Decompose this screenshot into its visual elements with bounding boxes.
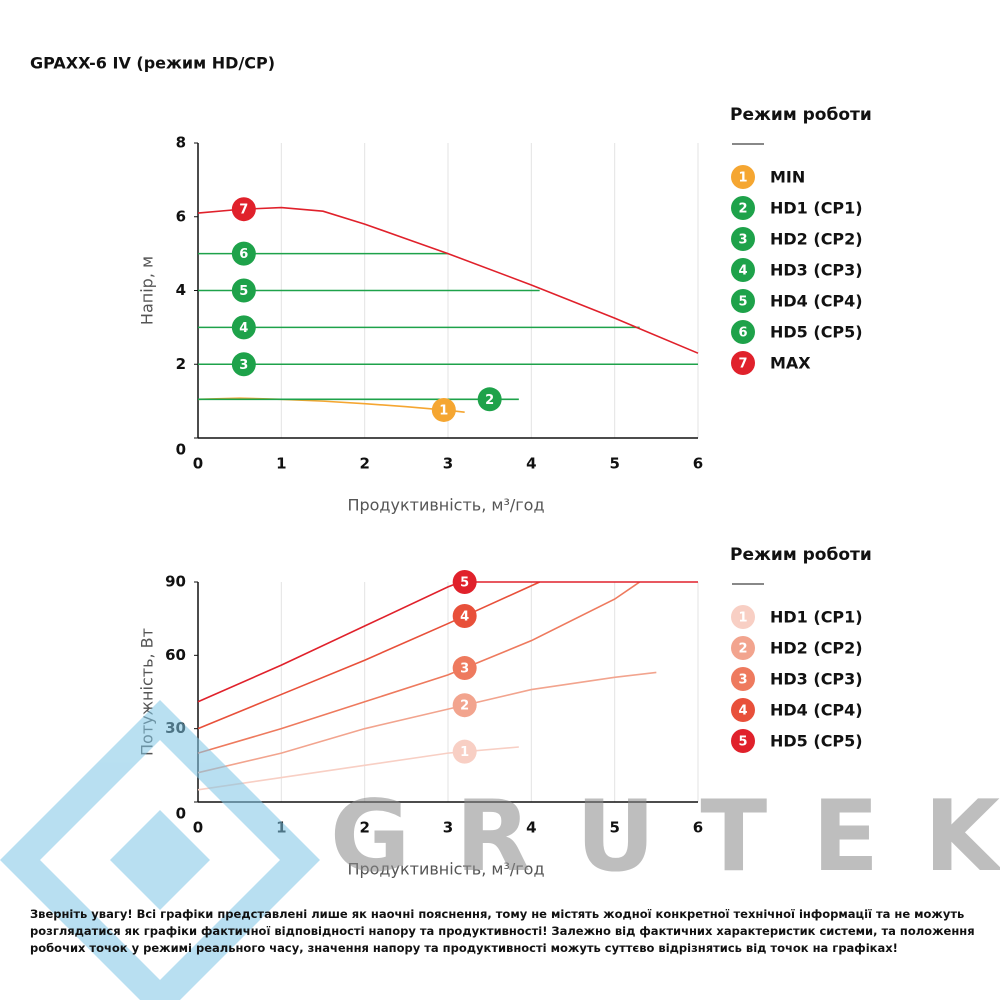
x-tick-label: 3 (443, 819, 453, 837)
legend-badge-circle (731, 351, 755, 375)
x-axis-label: Продуктивність, м³/год (347, 496, 544, 515)
line-badge-circle (452, 604, 477, 628)
x-tick-label: 0 (193, 819, 203, 837)
line-badge-circle (231, 352, 256, 377)
series-line (197, 671, 657, 774)
legend-badge-text: 6 (738, 326, 747, 341)
disclaimer: Зверніть увагу! Всі графіки представлені… (30, 907, 975, 955)
y-tick-label: 8 (176, 134, 186, 152)
line-badge-circle (231, 278, 256, 303)
line-badge-text: 5 (460, 576, 469, 591)
legend-label: HD1 (CP1) (770, 199, 863, 218)
legend-badge-circle (731, 258, 755, 282)
legend-label: HD4 (CP4) (770, 292, 863, 311)
line-badge-text: 6 (239, 247, 248, 262)
x-tick-label: 0 (193, 455, 203, 473)
line-badge-text: 4 (239, 321, 248, 336)
series-line (197, 206, 699, 354)
y-tick-label: 90 (165, 573, 186, 591)
legend-badge-text: 5 (738, 295, 747, 310)
y-axis-label: Напір, м (138, 256, 157, 325)
legend-badge-circle (731, 196, 755, 220)
legend-badge-text: 7 (738, 357, 747, 372)
x-tick-label: 2 (359, 455, 369, 473)
legend-badge-text: 3 (738, 673, 747, 688)
legend-badge-text: 1 (738, 611, 747, 626)
line-badge-circle (231, 241, 256, 266)
line-badge-circle (231, 197, 256, 222)
x-tick-label: 4 (526, 819, 536, 837)
legend-badge-circle (731, 165, 755, 189)
x-tick-label: 4 (526, 455, 536, 473)
line-badge-circle (452, 570, 477, 594)
line-badge-circle (452, 693, 477, 718)
y-tick-label: 6 (176, 207, 186, 225)
legend-badge-circle (731, 636, 755, 660)
line-badge-text: 1 (439, 403, 448, 418)
x-tick-label: 1 (276, 455, 286, 473)
legend-badge-circle (731, 227, 755, 251)
legend-label: HD5 (CP5) (770, 323, 863, 342)
x-tick-label: 6 (693, 455, 703, 473)
x-tick-label: 3 (443, 455, 453, 473)
line-badge-circle (431, 397, 456, 422)
series-line (197, 397, 465, 413)
legend-label: HD5 (CP5) (770, 732, 863, 751)
legend-title: Режим роботи (730, 545, 872, 565)
y-tick-label: 0 (176, 441, 186, 459)
legend-label: MIN (770, 168, 805, 187)
legend-badge-circle (731, 605, 755, 629)
x-axis-label: Продуктивність, м³/год (347, 860, 544, 879)
legend-badge-text: 5 (738, 735, 747, 750)
series-line (197, 581, 698, 703)
legend-badge-circle (731, 320, 755, 344)
legend-title: Режим роботи (730, 105, 872, 125)
y-tick-label: 0 (176, 805, 186, 823)
legend-label: HD2 (CP2) (770, 639, 863, 658)
line-badge-text: 3 (460, 662, 469, 677)
x-tick-label: 2 (359, 819, 369, 837)
line-badge-circle (452, 739, 477, 764)
y-tick-label: 2 (176, 355, 186, 373)
legend-badge-circle (731, 289, 755, 313)
legend-label: HD4 (CP4) (770, 701, 863, 720)
legend-label: HD3 (CP3) (770, 261, 863, 280)
legend-badge-text: 2 (738, 202, 747, 217)
legend-badge-circle (731, 729, 755, 753)
watermark-logo (0, 700, 320, 1000)
y-tick-label: 4 (176, 281, 186, 299)
series-line (197, 581, 641, 754)
chart-title: GPAXX-6 IV (режим HD/CP) (30, 54, 275, 73)
legend-label: HD1 (CP1) (770, 608, 863, 627)
legend-badge-text: 2 (738, 642, 747, 657)
line-badge-text: 2 (485, 393, 494, 408)
line-badge-text: 2 (460, 699, 469, 714)
line-badge-circle (452, 656, 477, 681)
legend-label: HD3 (CP3) (770, 670, 863, 689)
y-tick-label: 60 (165, 646, 186, 664)
x-tick-label: 5 (609, 819, 619, 837)
line-badge-text: 4 (460, 610, 469, 625)
legend-badge-text: 1 (738, 171, 747, 186)
line-badge-text: 1 (460, 745, 469, 760)
x-tick-label: 6 (693, 819, 703, 837)
legend-label: HD2 (CP2) (770, 230, 863, 249)
line-badge-text: 7 (239, 203, 248, 218)
legend-badge-circle (731, 667, 755, 691)
line-badge-circle (477, 387, 502, 412)
watermark-logo-inner (110, 810, 210, 910)
line-badge-text: 3 (239, 358, 248, 373)
legend-badge-text: 4 (738, 704, 747, 719)
x-tick-label: 5 (609, 455, 619, 473)
line-badge-circle (231, 315, 256, 340)
legend-badge-text: 3 (738, 233, 747, 248)
legend-badge-text: 4 (738, 264, 747, 279)
line-badge-text: 5 (239, 284, 248, 299)
legend-badge-circle (731, 698, 755, 722)
legend-label: MAX (770, 354, 811, 373)
series-line (197, 581, 540, 730)
